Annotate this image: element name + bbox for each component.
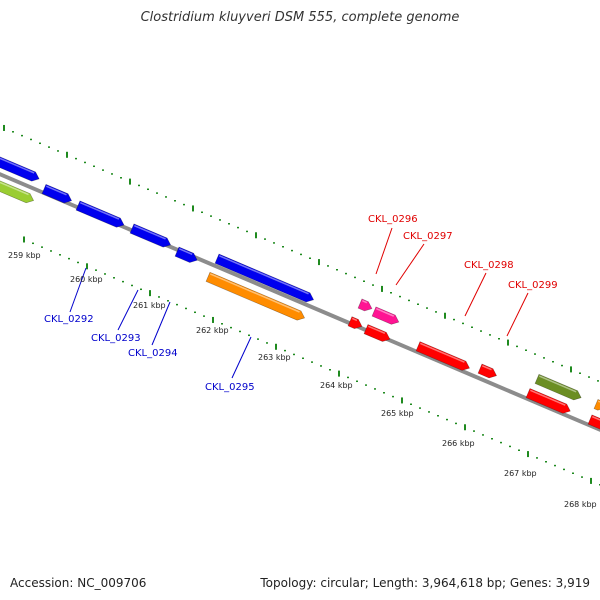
gene-label: CKL_0295 [205, 382, 255, 393]
gene-arrow [0, 179, 35, 204]
map-title: Clostridium kluyveri DSM 555, complete g… [140, 10, 460, 25]
scale-label: 262 kbp [196, 326, 229, 335]
gene-arrow [593, 399, 600, 411]
topology-label: Topology: circular; Length: 3,964,618 bp… [260, 576, 590, 590]
leader-line [375, 227, 393, 275]
gene-arrow [174, 246, 198, 263]
leader-line [395, 243, 425, 286]
scale-label: 266 kbp [442, 439, 475, 448]
inner-tick-row [23, 236, 600, 486]
gene-label: CKL_0296 [368, 214, 418, 225]
gene-arrow [347, 316, 363, 329]
gene-arrow [415, 341, 470, 371]
gene-arrow [534, 373, 582, 401]
gene-arrow [129, 223, 172, 248]
scale-label: 264 kbp [320, 381, 353, 390]
gene-arrow [371, 306, 400, 325]
scale-label: 260 kbp [70, 275, 103, 284]
gene-arrow [477, 363, 497, 379]
leader-line [151, 301, 171, 346]
gene-arrow [0, 155, 40, 182]
gene-arrow [75, 200, 125, 228]
gene-arrow [525, 388, 571, 414]
scale-label: 263 kbp [258, 353, 291, 362]
gene-features [0, 155, 600, 430]
leader-line [231, 336, 252, 379]
gene-arrow [587, 414, 600, 430]
scale-label: 259 kbp [8, 251, 41, 260]
gene-arrow [357, 298, 373, 312]
gene-arrow [205, 271, 306, 321]
gene-arrow [214, 253, 315, 303]
scale-label: 268 kbp [564, 500, 597, 509]
gene-label: CKL_0299 [508, 280, 558, 291]
leader-line [69, 267, 87, 313]
leader-line [117, 289, 139, 331]
accession-label: Accession: NC_009706 [10, 576, 147, 590]
gene-label: CKL_0293 [91, 333, 141, 344]
gene-label: CKL_0297 [403, 231, 453, 242]
gene-label: CKL_0294 [128, 348, 178, 359]
leader-line [464, 272, 487, 317]
gene-arrow [363, 324, 391, 342]
gene-label: CKL_0298 [464, 260, 514, 271]
label-texts: 259 kbp 260 kbp 261 kbp 262 kbp 263 kbp 264 k… [8, 214, 597, 509]
gene-arrow [41, 183, 73, 204]
outer-tick-row [3, 124, 599, 382]
gene-label: CKL_0292 [44, 314, 94, 325]
label-leader-lines [69, 227, 529, 379]
scale-label: 261 kbp [133, 301, 166, 310]
scale-label: 267 kbp [504, 469, 537, 478]
scale-label: 265 kbp [381, 409, 414, 418]
leader-line [506, 292, 529, 337]
